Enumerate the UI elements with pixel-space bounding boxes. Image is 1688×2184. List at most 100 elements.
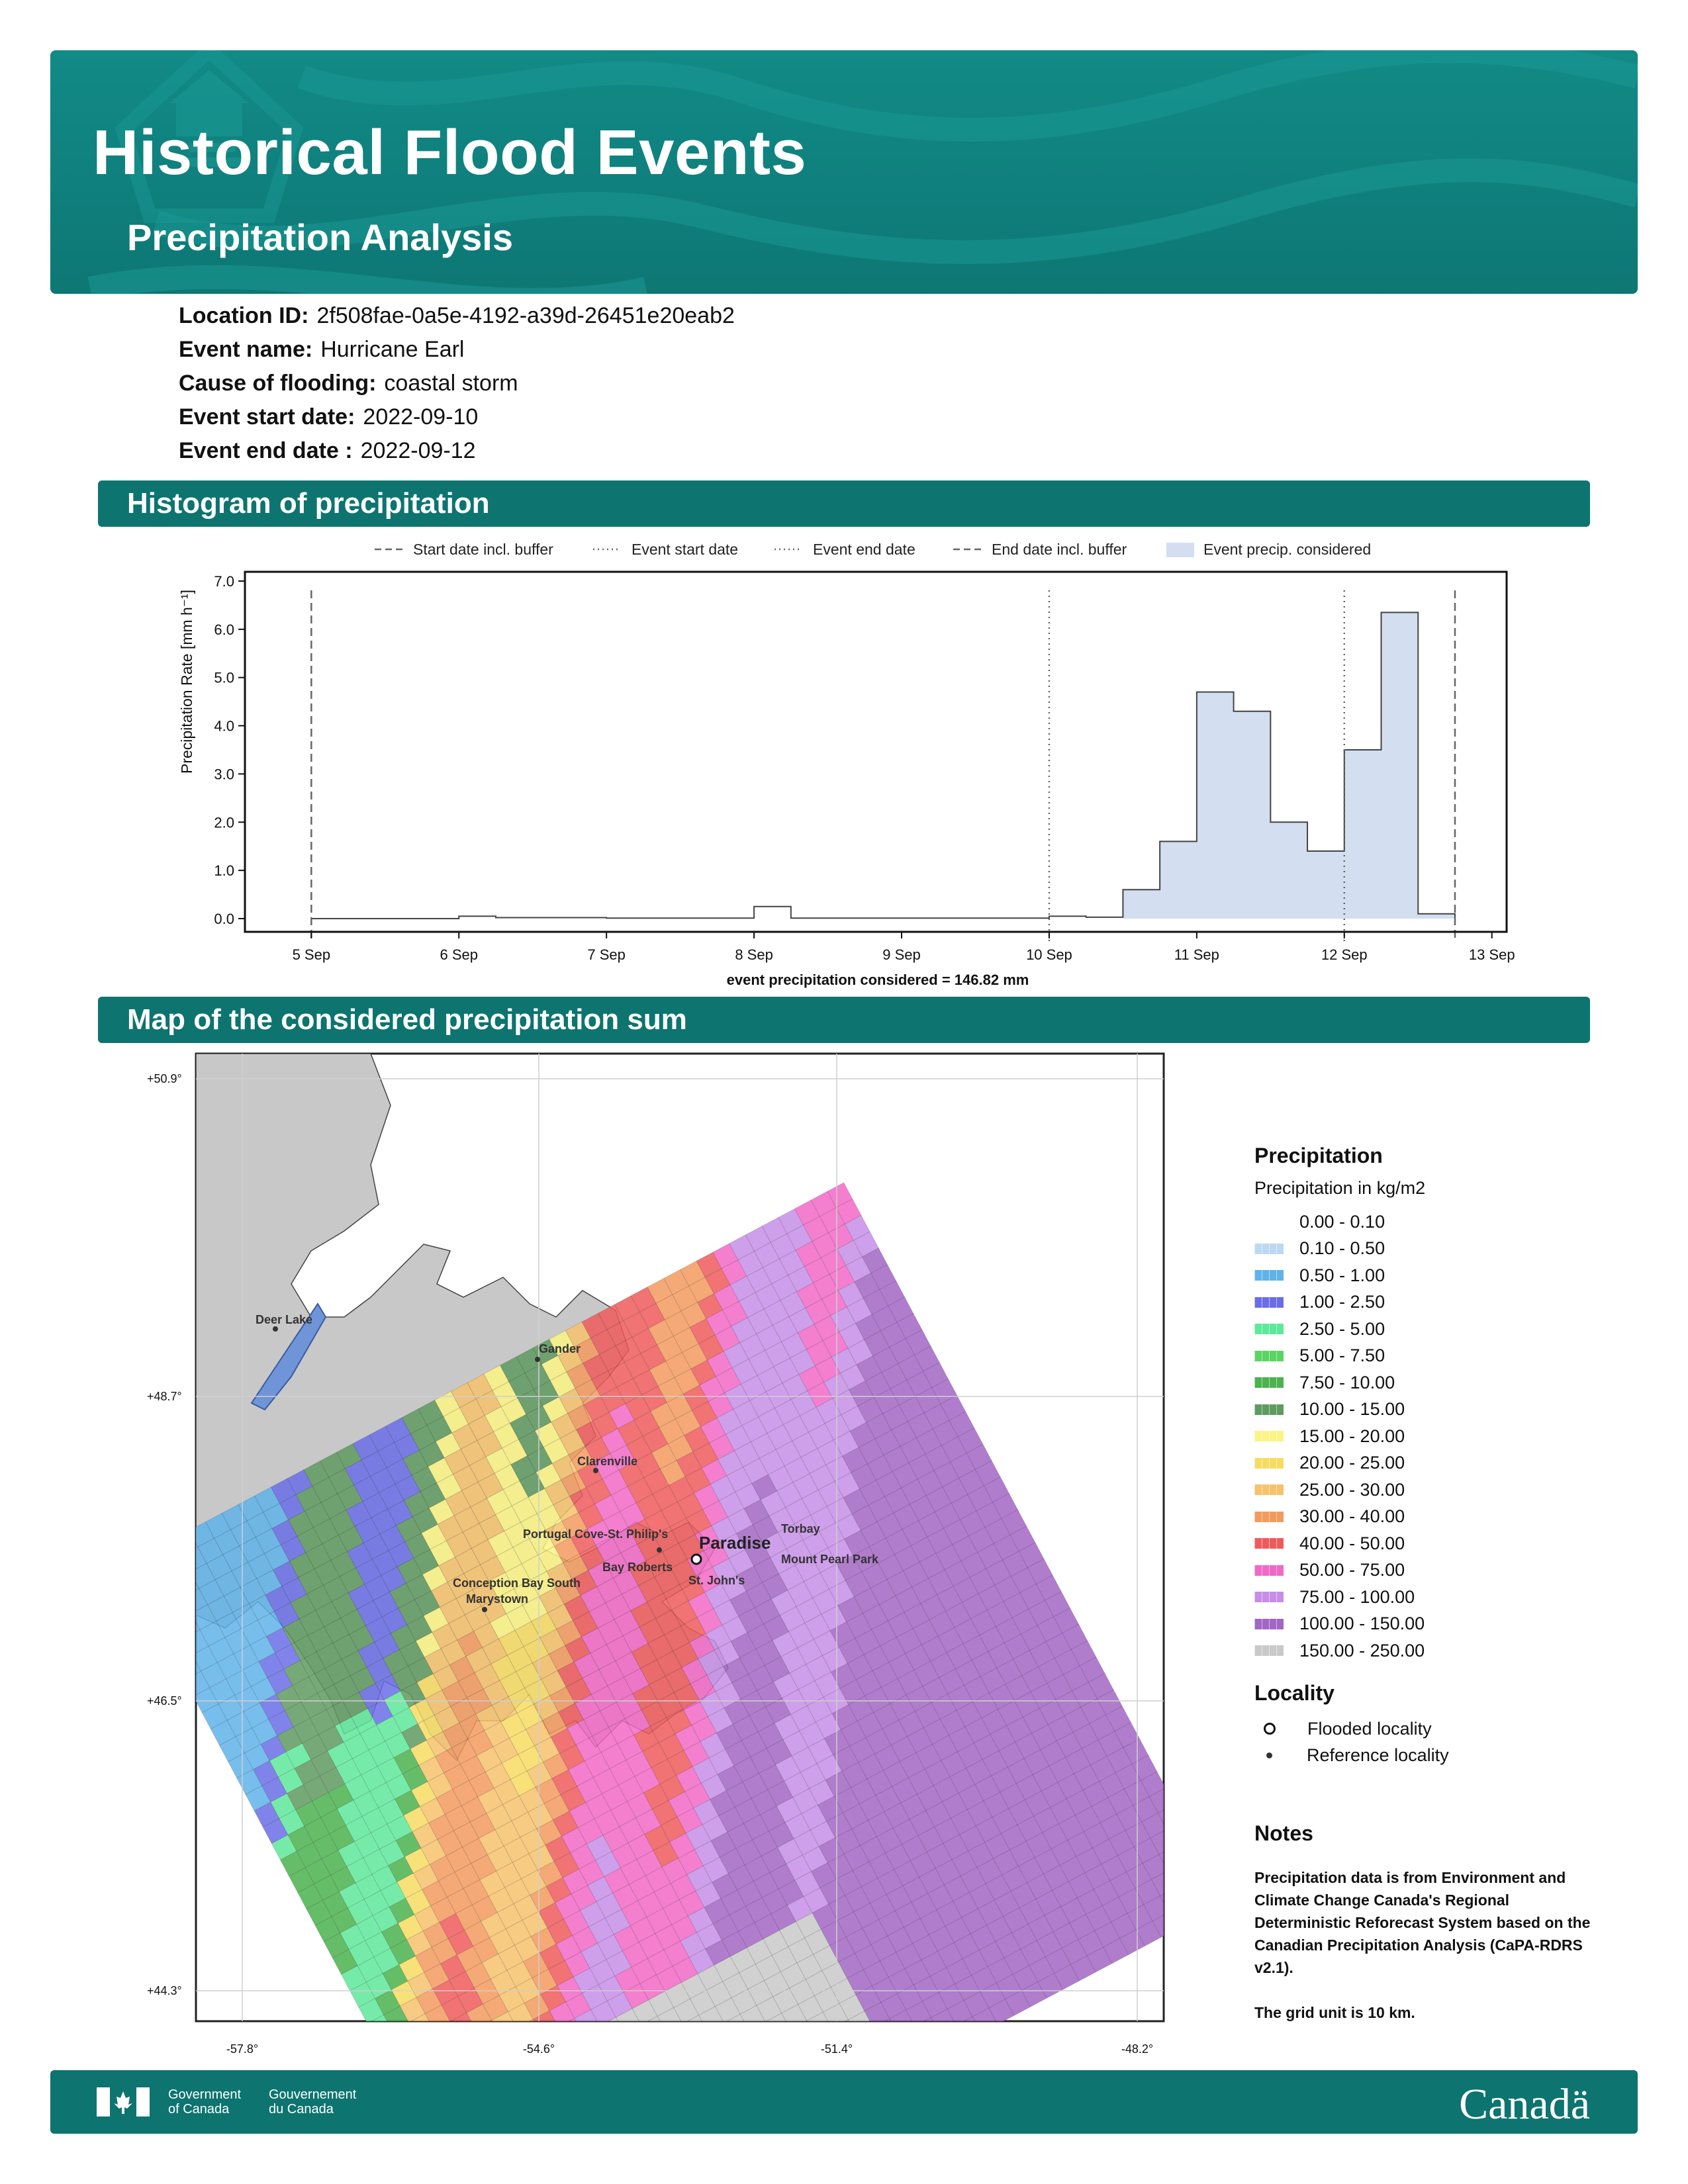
x-tick-label: 9 Sep — [882, 946, 921, 963]
legend-color-swatch — [1254, 1350, 1284, 1361]
precip-bar — [1344, 750, 1382, 919]
grid-cell — [774, 2030, 799, 2055]
legend-class-row: 40.00 - 50.00 — [1254, 1530, 1405, 1557]
grid-cell — [166, 1597, 191, 1622]
legend-class-row: 7.50 - 10.00 — [1254, 1369, 1395, 1396]
info-row-event-name: Event name: Hurricane Earl — [179, 337, 735, 371]
legend-label: Event start date — [632, 541, 738, 558]
header-banner: Historical Flood Events Precipitation An… — [50, 50, 1638, 294]
page-subtitle: Precipitation Analysis — [127, 216, 513, 258]
considered-precip-fill — [1123, 612, 1455, 919]
info-value: 2022-09-12 — [360, 438, 476, 463]
grid-cell — [1176, 1878, 1192, 1903]
plot-frame — [244, 570, 1508, 933]
precip-bar — [1012, 918, 1049, 919]
grid-cell — [568, 2018, 577, 2021]
legend-color-swatch — [1254, 1324, 1284, 1334]
grid-cell — [418, 2030, 443, 2056]
grid-cell — [1141, 1812, 1164, 1839]
legend-label: Reference locality — [1307, 1745, 1449, 1765]
government-of-canada-fr: Gouvernement du Canada — [269, 2087, 356, 2116]
grid-cell — [930, 2008, 955, 2021]
grid-cell — [845, 2019, 850, 2021]
grid-cell — [625, 2025, 650, 2050]
info-label: Event end date : — [179, 438, 353, 463]
grid-cell — [615, 2008, 639, 2021]
grid-cell — [1150, 1831, 1164, 1855]
precip-bar — [1086, 917, 1123, 919]
grid-cell — [1152, 1914, 1164, 1938]
lat-tick: +48.7° — [147, 1390, 182, 1403]
grid-cell — [443, 2038, 468, 2063]
grid-cell — [574, 2009, 598, 2021]
legend-label: Event precip. considered — [1203, 541, 1371, 558]
precip-bar — [1197, 692, 1234, 919]
precip-bar — [1234, 711, 1271, 919]
reference-locality-marker — [657, 1547, 662, 1553]
grid-cell — [140, 1548, 165, 1573]
grid-cell — [410, 2013, 430, 2021]
grid-cell — [1150, 1872, 1164, 1897]
y-tick-label: 4.0 — [214, 718, 234, 735]
grid-cell — [1149, 1788, 1164, 1814]
x-tick-label: 13 Sep — [1469, 946, 1515, 963]
reference-locality-marker — [482, 1607, 487, 1612]
locality-legend-title: Locality — [1254, 1681, 1335, 1705]
grid-cell — [434, 2021, 459, 2046]
info-row-cause: Cause of flooding: coastal storm — [179, 371, 735, 404]
page-title: Historical Flood Events — [93, 117, 807, 188]
grid-cell — [647, 2015, 661, 2021]
grid-cell — [592, 2042, 617, 2065]
legend-class-label: 0.10 - 0.50 — [1299, 1238, 1385, 1258]
lon-tick: -57.8° — [226, 2042, 258, 2056]
legend-class-label: 25.00 - 30.00 — [1299, 1479, 1405, 1500]
grid-cell — [1169, 1903, 1192, 1929]
grid-cell — [489, 2020, 492, 2021]
grid-cell — [866, 2044, 891, 2065]
locality-label: Torbay — [781, 1522, 820, 1535]
grid-cell — [650, 2032, 675, 2058]
grid-cell — [1159, 1893, 1164, 1903]
grid-cell — [1142, 1854, 1164, 1880]
precip-bar — [643, 918, 680, 919]
legend-color-swatch — [1254, 1377, 1284, 1388]
legend-fill-swatch — [1166, 543, 1194, 557]
grid-cell — [1176, 1837, 1192, 1862]
precip-bar — [1049, 916, 1086, 919]
grid-cell — [484, 2037, 509, 2062]
grid-cell — [149, 1565, 174, 1590]
grid-cell — [907, 2043, 932, 2065]
legend-class-label: 30.00 - 40.00 — [1299, 1506, 1405, 1526]
grid-cell — [124, 1557, 149, 1582]
grid-cell — [698, 2006, 724, 2021]
grid-cell — [923, 2017, 933, 2021]
map-axis-labels: +50.9° +48.7° +46.5° +44.3° -57.8° -54.6… — [147, 1072, 1153, 2056]
precip-bar — [680, 918, 718, 919]
precip-bar — [865, 918, 902, 919]
legend-class-label: 1.00 - 2.50 — [1299, 1292, 1385, 1312]
grid-cell — [167, 1639, 193, 1664]
precip-bar — [1270, 822, 1307, 919]
legend-flooded-locality: Flooded locality — [1254, 1715, 1432, 1742]
lat-tick: +46.5° — [147, 1694, 182, 1707]
locality-label: Bay Roberts — [602, 1561, 673, 1574]
house-water-icon — [169, 70, 249, 167]
precip-bar — [939, 918, 976, 919]
info-row-location-id: Location ID: 2f508fae-0a5e-4192-a39d-2645… — [179, 303, 735, 337]
grid-cell — [1168, 1862, 1192, 1888]
info-label: Cause of flooding: — [179, 371, 377, 396]
grid-cell — [716, 2039, 741, 2064]
grid-cell — [158, 1622, 183, 1647]
legend-class-row: 20.00 - 25.00 — [1254, 1450, 1405, 1477]
legend-color-swatch — [1254, 1511, 1284, 1522]
precipitation-grid — [124, 1182, 1192, 2065]
section-title: Histogram of precipitation — [127, 487, 490, 520]
legend-class-label: 0.50 - 1.00 — [1299, 1265, 1385, 1285]
legend-color-swatch — [1254, 1404, 1284, 1415]
grid-cell — [1185, 1895, 1192, 1920]
grid-cell — [156, 1539, 181, 1565]
grid-cell — [385, 2048, 410, 2065]
grid-cell — [376, 2031, 401, 2056]
wave-decoration — [87, 50, 1638, 294]
legend-class-row: 0.10 - 0.50 — [1254, 1236, 1385, 1262]
